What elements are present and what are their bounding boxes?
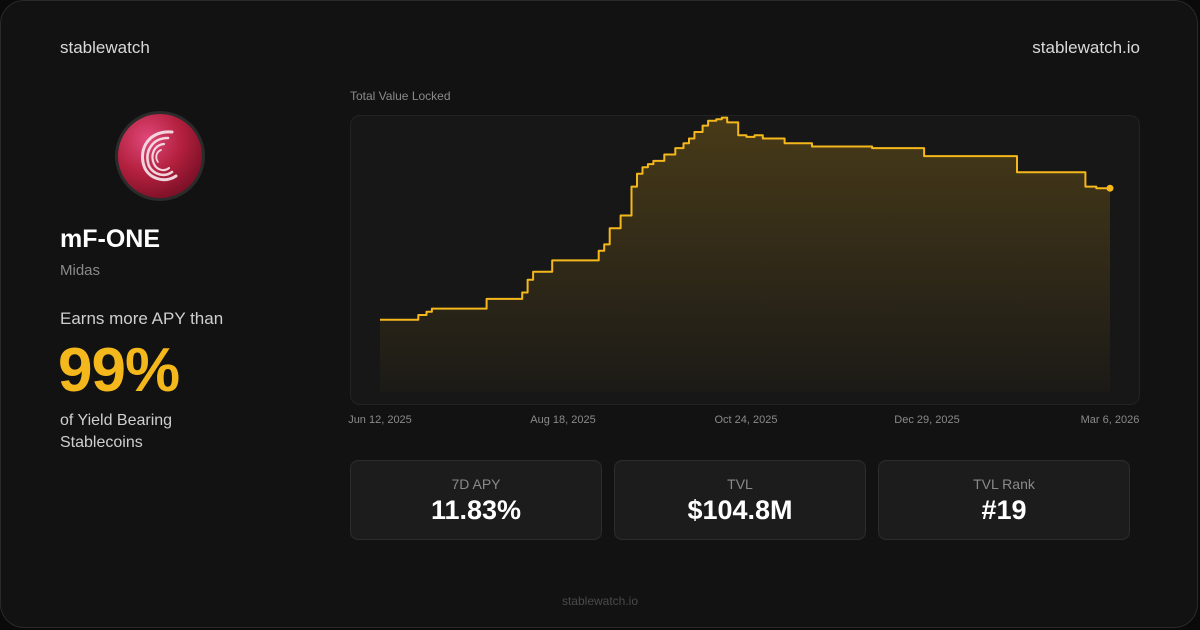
- stat-value: #19: [981, 495, 1027, 525]
- percentile-value: 99%: [58, 336, 180, 405]
- stat-card-apy: 7D APY 11.83%: [350, 460, 602, 540]
- stat-value: $104.8M: [687, 495, 793, 525]
- chart-title: Total Value Locked: [350, 89, 451, 103]
- stat-card-tvl: TVL $104.8M: [614, 460, 866, 540]
- coin-name: mF-ONE: [60, 225, 160, 253]
- brand-domain: stablewatch.io: [1032, 38, 1140, 57]
- stat-label: TVL: [727, 476, 753, 492]
- stat-label: TVL Rank: [973, 476, 1035, 492]
- brand-name: stablewatch: [60, 38, 150, 57]
- stat-value: 11.83%: [430, 495, 522, 525]
- midas-swirl-icon: [115, 111, 205, 201]
- chart-panel: [350, 115, 1140, 405]
- stat-card-tvl-rank: TVL Rank #19: [878, 460, 1130, 540]
- stat-label: 7D APY: [451, 476, 501, 492]
- percentile-caption: of Yield Bearing Stablecoins: [60, 412, 173, 451]
- footer-domain: stablewatch.io: [561, 594, 639, 608]
- earns-label: Earns more APY than: [60, 309, 224, 328]
- coin-issuer: Midas: [60, 262, 101, 279]
